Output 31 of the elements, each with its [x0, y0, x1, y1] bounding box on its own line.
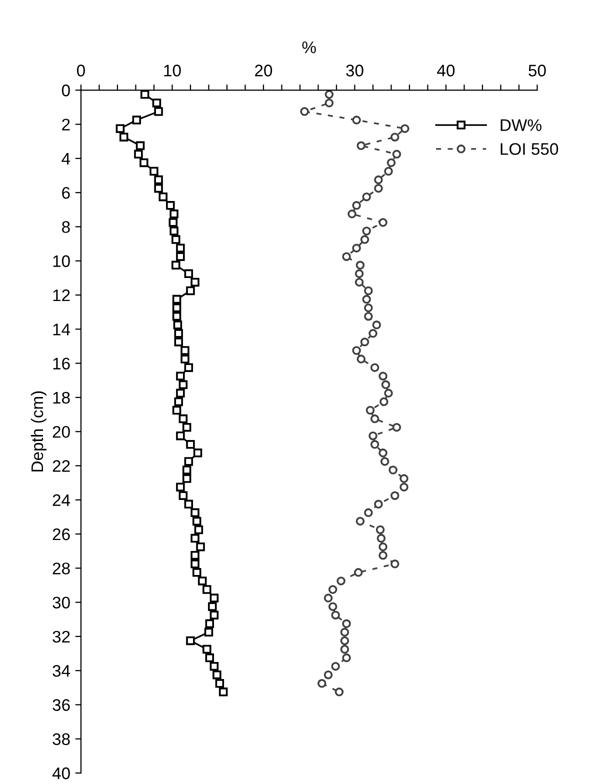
legend-label: DW%	[500, 119, 542, 131]
y-tick-label: 32	[52, 630, 70, 643]
y-tick-label: 0	[62, 84, 70, 96]
y-tick-label: 28	[52, 562, 70, 574]
x-tick-label: 10	[164, 64, 181, 76]
legend-label: LOI 550	[500, 143, 558, 155]
y-axis-title: Depth (cm)	[30, 391, 46, 472]
y-tick-label: 22	[52, 460, 70, 472]
y-tick-label: 34	[52, 664, 70, 677]
y-tick-label: 2	[62, 118, 70, 130]
y-tick-label: 6	[62, 186, 70, 199]
y-tick-label: 10	[53, 255, 70, 268]
x-tick-label: 20	[255, 64, 272, 76]
x-tick-label: 50	[528, 64, 546, 76]
y-tick-label: 20	[52, 426, 70, 438]
x-tick-label: 30	[346, 64, 364, 76]
y-tick-label: 36	[52, 699, 70, 711]
y-tick-label: 30	[52, 596, 70, 609]
x-axis-title: %	[302, 42, 316, 54]
y-tick-label: 4	[62, 153, 70, 164]
y-tick-label: 14	[53, 324, 70, 336]
y-tick-label: 24	[52, 494, 70, 506]
y-tick-label: 16	[53, 358, 70, 370]
x-tick-label: 40	[437, 64, 455, 76]
x-tick-label: 0	[76, 64, 85, 76]
y-tick-label: 38	[52, 733, 70, 746]
y-tick-label: 40	[52, 767, 70, 780]
y-tick-label: 18	[53, 392, 70, 404]
y-tick-label: 8	[62, 221, 70, 233]
y-tick-label: 12	[53, 289, 70, 302]
y-tick-label: 26	[52, 528, 70, 540]
